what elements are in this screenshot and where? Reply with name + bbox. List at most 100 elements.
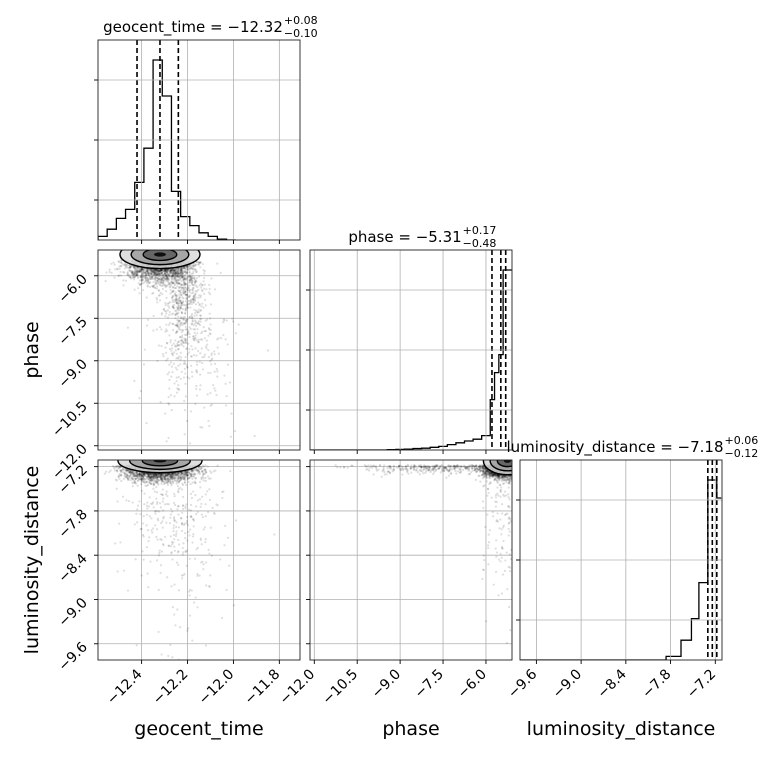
scatter-point: [181, 304, 184, 307]
scatter-point: [156, 301, 159, 304]
scatter-point: [165, 275, 169, 279]
scatter-point: [188, 614, 192, 617]
scatter-point: [176, 342, 179, 345]
scatter-point: [176, 275, 179, 278]
scatter-point: [208, 498, 212, 501]
scatter-point: [183, 270, 186, 273]
scatter-point: [156, 270, 159, 273]
scatter-point: [160, 279, 163, 282]
scatter-point: [185, 294, 188, 297]
scatter-point: [185, 307, 188, 310]
scatter-point: [136, 475, 139, 478]
scatter-point: [180, 338, 183, 341]
scatter-point: [180, 280, 183, 283]
scatter-point: [158, 269, 162, 272]
scatter-point: [183, 478, 186, 481]
scatter-point: [128, 475, 131, 478]
scatter-point: [189, 509, 193, 512]
scatter-point: [184, 293, 187, 296]
scatter-point: [191, 518, 195, 521]
scatter-point: [129, 471, 132, 474]
scatter-point: [183, 276, 186, 279]
scatter-point: [174, 280, 178, 283]
scatter-point: [155, 285, 159, 288]
scatter-point: [181, 504, 185, 507]
scatter-point: [144, 484, 147, 487]
scatter-point: [203, 406, 206, 409]
scatter-point: [180, 286, 184, 289]
scatter-point: [183, 477, 186, 480]
scatter-point: [181, 472, 184, 475]
scatter-point: [126, 473, 129, 477]
scatter-point: [142, 475, 145, 478]
scatter-point: [180, 303, 183, 307]
scatter-point: [159, 269, 162, 273]
scatter-point: [184, 470, 188, 474]
scatter-point: [148, 481, 151, 485]
scatter-point: [166, 273, 169, 276]
scatter-point: [144, 277, 147, 280]
scatter-point: [134, 274, 138, 277]
scatter-point: [163, 269, 166, 272]
title-upper-error: +0.06: [725, 434, 759, 447]
scatter-point: [131, 471, 134, 475]
scatter-point: [164, 278, 167, 281]
scatter-point: [169, 473, 172, 477]
gridlines: [98, 40, 300, 240]
scatter-point: [180, 310, 183, 314]
scatter-point: [191, 289, 194, 292]
scatter-point: [197, 308, 200, 311]
scatter-point: [175, 380, 178, 383]
scatter-point: [133, 481, 136, 484]
scatter-point: [128, 266, 131, 269]
scatter-point: [188, 508, 191, 511]
scatter-point: [186, 333, 189, 336]
scatter-point: [186, 293, 189, 296]
scatter-point: [141, 475, 144, 478]
scatter-point: [159, 268, 163, 272]
scatter-point: [149, 269, 152, 272]
scatter-point: [165, 521, 168, 524]
scatter-point: [187, 470, 190, 473]
scatter-point: [173, 519, 177, 522]
scatter-point: [196, 574, 199, 577]
scatter-point: [172, 269, 175, 272]
scatter-point: [180, 301, 183, 304]
scatter-point: [154, 512, 157, 515]
scatter-point: [173, 268, 176, 271]
scatter-point: [199, 309, 202, 313]
scatter-point: [165, 269, 168, 272]
scatter-point: [170, 268, 173, 271]
scatter-point: [138, 473, 141, 476]
scatter-point: [179, 476, 182, 479]
scatter-point: [157, 588, 160, 592]
scatter-point: [173, 275, 176, 278]
scatter-point: [166, 373, 169, 376]
scatter-point: [163, 283, 167, 287]
scatter-point: [190, 473, 193, 476]
scatter-point: [138, 279, 142, 282]
scatter-point: [184, 505, 187, 508]
scatter-point: [133, 275, 136, 278]
scatter-point: [191, 283, 195, 287]
scatter-point: [185, 304, 188, 307]
scatter-point: [184, 320, 188, 323]
scatter-point: [176, 275, 179, 278]
scatter-point: [149, 479, 153, 482]
scatter-point: [197, 296, 200, 299]
scatter-point: [160, 478, 163, 481]
scatter-point: [172, 294, 175, 297]
scatter-point: [161, 287, 165, 291]
scatter-point: [208, 283, 211, 287]
scatter-point: [226, 363, 230, 366]
scatter-point: [177, 272, 180, 275]
scatter-point: [169, 288, 172, 291]
scatter-point: [195, 354, 198, 357]
scatter-point: [131, 270, 135, 273]
scatter-point: [219, 337, 223, 340]
scatter-point: [152, 473, 155, 476]
scatter-point: [127, 470, 130, 473]
scatter-point: [188, 333, 191, 336]
scatter-point: [177, 477, 180, 480]
scatter-point: [154, 475, 157, 478]
